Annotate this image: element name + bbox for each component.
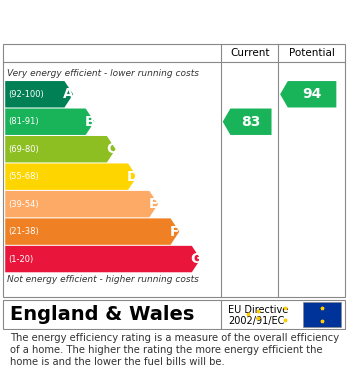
Text: (92-100): (92-100)	[9, 90, 45, 99]
Polygon shape	[5, 246, 200, 272]
Text: (21-38): (21-38)	[9, 227, 39, 236]
Text: Not energy efficient - higher running costs: Not energy efficient - higher running co…	[7, 275, 199, 284]
Text: EU Directive: EU Directive	[228, 305, 288, 314]
Text: (69-80): (69-80)	[9, 145, 39, 154]
Text: (1-20): (1-20)	[9, 255, 34, 264]
Polygon shape	[5, 219, 179, 245]
Text: F: F	[170, 224, 180, 239]
Polygon shape	[5, 81, 73, 108]
Text: 2002/91/EC: 2002/91/EC	[228, 316, 284, 326]
Text: G: G	[190, 252, 202, 266]
Polygon shape	[5, 163, 137, 190]
Text: Potential: Potential	[288, 48, 334, 57]
Text: B: B	[85, 115, 95, 129]
Text: 83: 83	[241, 115, 260, 129]
Text: (81-91): (81-91)	[9, 117, 39, 126]
Text: A: A	[63, 87, 74, 101]
Text: C: C	[106, 142, 116, 156]
Text: 94: 94	[302, 87, 322, 101]
Polygon shape	[5, 191, 158, 217]
Polygon shape	[280, 81, 336, 108]
Bar	[303, 302, 341, 326]
Text: England & Wales: England & Wales	[10, 305, 195, 324]
Text: Energy Efficiency Rating: Energy Efficiency Rating	[10, 11, 258, 30]
Text: E: E	[149, 197, 158, 211]
Text: (55-68): (55-68)	[9, 172, 39, 181]
Polygon shape	[223, 109, 271, 135]
Text: Current: Current	[230, 48, 269, 57]
Text: Very energy efficient - lower running costs: Very energy efficient - lower running co…	[7, 69, 199, 78]
Text: D: D	[127, 170, 138, 184]
Text: The energy efficiency rating is a measure of the overall efficiency of a home. T: The energy efficiency rating is a measur…	[10, 334, 340, 367]
Polygon shape	[5, 109, 94, 135]
Polygon shape	[5, 136, 116, 162]
Text: (39-54): (39-54)	[9, 200, 39, 209]
